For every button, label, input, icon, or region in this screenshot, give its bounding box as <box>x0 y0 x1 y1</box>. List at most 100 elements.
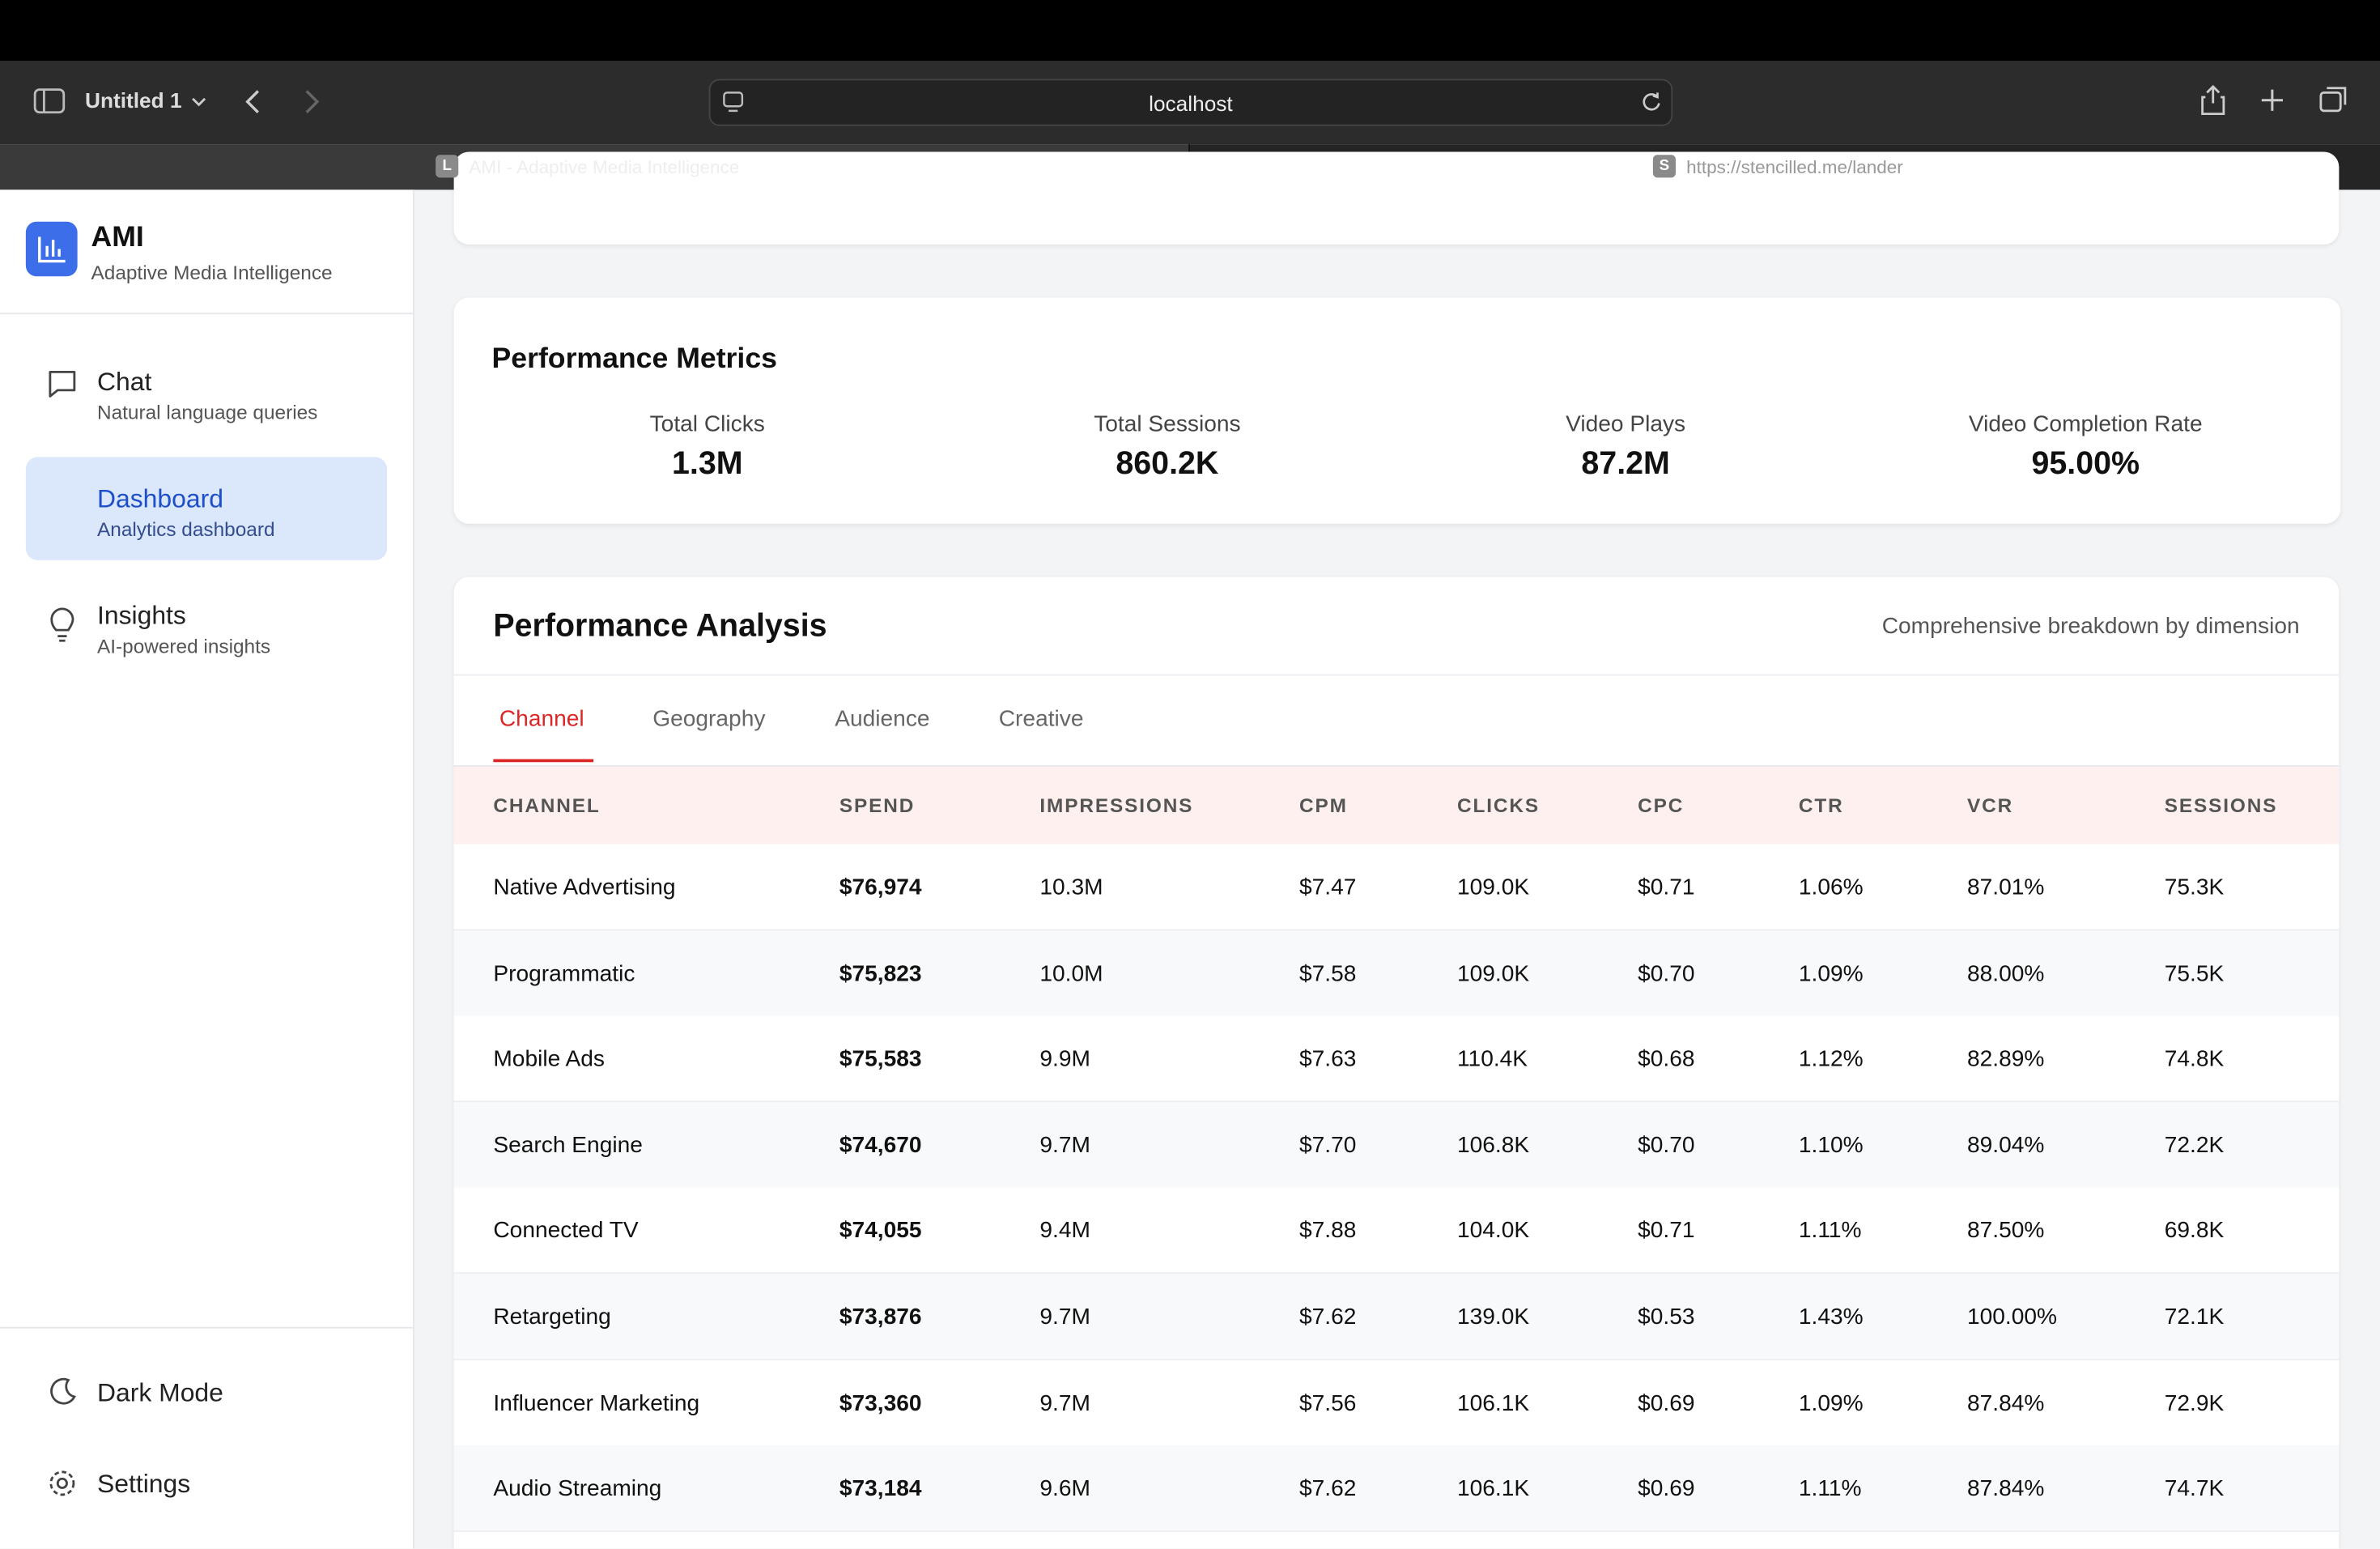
column-header[interactable]: SPEND <box>839 794 916 817</box>
table-cell: 9.6M <box>1039 1475 1090 1502</box>
table-cell: $0.71 <box>1638 875 1695 900</box>
nav-label[interactable]: Dashboard <box>97 484 223 513</box>
tab-underline <box>493 759 594 763</box>
table-cell: $7.58 <box>1299 960 1357 986</box>
sidebar: AMI Adaptive Media Intelligence <box>0 189 414 1549</box>
forward-button[interactable] <box>300 87 321 117</box>
analysis-tab[interactable]: Channel <box>499 705 584 732</box>
nav-sub: AI-powered insights <box>97 634 271 657</box>
table-cell: $76,974 <box>839 875 922 900</box>
table-row <box>453 1274 2340 1360</box>
table-cell: Native Advertising <box>493 875 676 900</box>
footer-item[interactable]: Dark Mode <box>97 1378 223 1408</box>
analysis-tab[interactable]: Creative <box>998 705 1084 732</box>
table-cell: 75.3K <box>2164 875 2225 900</box>
table-cell: $7.62 <box>1299 1475 1357 1502</box>
share[interactable] <box>2198 83 2229 117</box>
tab-title[interactable]: https://stencilled.me/lander <box>1686 156 1903 178</box>
table-cell: 10.3M <box>1039 875 1103 900</box>
reload[interactable] <box>1641 91 1662 113</box>
table-cell: $74,055 <box>839 1218 922 1245</box>
table-cell: 106.1K <box>1457 1389 1530 1416</box>
table-cell: $75,823 <box>839 960 922 986</box>
table-cell: 87.50% <box>1967 1218 2045 1245</box>
site-icon <box>723 91 744 113</box>
table-cell: 74.8K <box>2164 1046 2225 1073</box>
tab-overview[interactable] <box>2318 85 2351 116</box>
table-cell: 74.7K <box>2164 1475 2225 1502</box>
table-cell: $0.69 <box>1638 1475 1695 1502</box>
table-cell: Search Engine <box>493 1132 643 1159</box>
table-cell: 1.09% <box>1798 960 1864 986</box>
table-cell: 1.12% <box>1798 1046 1864 1073</box>
table-cell: 1.11% <box>1798 1218 1862 1245</box>
column-header[interactable]: IMPRESSIONS <box>1039 794 1194 817</box>
tab-title[interactable]: AMI - Adaptive Media Intelligence <box>469 156 740 178</box>
moon-icon <box>50 1377 76 1405</box>
table-cell: $73,184 <box>839 1475 922 1502</box>
table-cell: $75,583 <box>839 1046 922 1073</box>
table-cell: 9.9M <box>1039 1046 1090 1073</box>
brand: AMI <box>91 221 144 254</box>
url: localhost <box>1149 91 1233 116</box>
metric-value: 87.2M <box>1581 446 1670 482</box>
table-cell: $0.53 <box>1638 1304 1695 1330</box>
divider <box>453 765 2340 767</box>
chat-icon <box>49 370 76 398</box>
metric-label: Video Completion Rate <box>1968 411 2203 437</box>
table-cell: 109.0K <box>1457 960 1530 986</box>
column-header[interactable]: CLICKS <box>1457 794 1540 817</box>
table-cell: $74,670 <box>839 1132 922 1159</box>
table-row <box>453 1015 2340 1103</box>
nav-sub: Natural language queries <box>97 401 318 424</box>
column-header[interactable]: SESSIONS <box>2164 794 2278 817</box>
nav-label[interactable]: Insights <box>97 601 186 631</box>
table-row <box>453 1360 2340 1447</box>
column-header[interactable]: VCR <box>1967 794 2014 817</box>
sidebar-toggle[interactable] <box>33 87 66 117</box>
metrics-title: Performance Metrics <box>491 343 777 376</box>
column-header[interactable]: CPM <box>1299 794 1348 817</box>
analysis-tab[interactable]: Geography <box>652 705 766 732</box>
back-button[interactable] <box>243 87 264 117</box>
table-cell: $0.70 <box>1638 960 1695 986</box>
table-cell: 75.5K <box>2164 960 2225 986</box>
nav-active-bg[interactable] <box>25 457 388 560</box>
table-cell: 10.0M <box>1039 960 1103 986</box>
new-tab[interactable] <box>2259 87 2286 114</box>
tab-group[interactable]: Untitled 1 <box>85 87 182 113</box>
address-bar[interactable]: localhost <box>708 79 1673 126</box>
nav-sub: Analytics dashboard <box>97 517 275 541</box>
nav-label[interactable]: Chat <box>97 367 152 397</box>
analysis-tab[interactable]: Audience <box>835 705 930 732</box>
footer-item[interactable]: Settings <box>97 1470 191 1499</box>
table-cell: 1.09% <box>1798 1389 1864 1416</box>
metrics-card: Performance Metrics <box>453 297 2341 524</box>
table-cell: $0.71 <box>1638 1218 1695 1245</box>
table-cell: $7.56 <box>1299 1389 1357 1416</box>
table-row <box>453 1101 2340 1189</box>
table-cell: 9.4M <box>1039 1218 1090 1245</box>
column-header[interactable]: CTR <box>1798 794 1844 817</box>
logo-icon <box>38 236 66 263</box>
metric-label: Total Sessions <box>1094 411 1241 437</box>
table-cell: 106.1K <box>1457 1475 1530 1502</box>
metric-value: 1.3M <box>671 446 743 482</box>
metric-label: Video Plays <box>1566 411 1686 437</box>
metric-value: 95.00% <box>2031 446 2140 482</box>
table-cell: $7.88 <box>1299 1218 1357 1245</box>
metric-value: 860.2K <box>1116 446 1219 482</box>
column-header[interactable]: CPC <box>1638 794 1685 817</box>
divider <box>0 1326 413 1329</box>
table-cell: $73,360 <box>839 1389 922 1416</box>
column-header[interactable]: CHANNEL <box>493 794 601 817</box>
table-cell: $7.70 <box>1299 1132 1357 1159</box>
table-cell: 72.9K <box>2164 1389 2225 1416</box>
table-cell: $0.68 <box>1638 1046 1695 1073</box>
table-cell: 82.89% <box>1967 1046 2045 1073</box>
table-row <box>453 930 2340 1017</box>
table-row <box>453 1445 2340 1533</box>
table-cell: 72.2K <box>2164 1132 2225 1159</box>
table-cell: 110.4K <box>1457 1046 1528 1073</box>
top-bar <box>0 0 2380 61</box>
